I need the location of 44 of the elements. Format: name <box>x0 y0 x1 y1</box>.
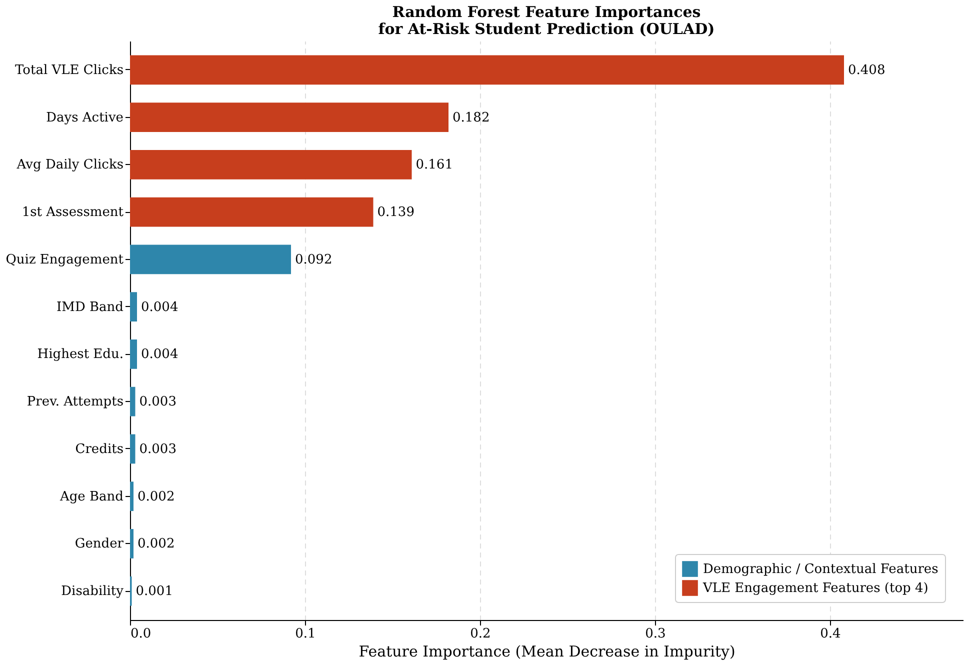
data-label: 0.004 <box>141 300 178 315</box>
x-tick-label: 0.0 <box>130 626 152 642</box>
data-label: 0.182 <box>452 110 490 126</box>
bar <box>130 434 136 464</box>
data-label: 0.002 <box>138 536 175 552</box>
x-tick-label: 0.4 <box>820 626 841 642</box>
bar <box>130 150 412 180</box>
data-label: 0.092 <box>295 252 332 268</box>
data-label: 0.161 <box>416 158 453 173</box>
y-tick-label: Quiz Engagement <box>6 252 124 268</box>
y-tick-label: Avg Daily Clicks <box>16 158 124 173</box>
y-tick-label: Days Active <box>46 110 124 126</box>
y-tick-label: IMD Band <box>56 300 124 315</box>
x-axis-title: Feature Importance (Mean Decrease in Impurity) <box>358 642 736 660</box>
bar <box>130 197 374 227</box>
x-tick-label: 0.3 <box>645 626 666 642</box>
bar <box>130 102 448 132</box>
bar <box>130 482 134 512</box>
y-tick-label: Credits <box>75 442 124 457</box>
y-tick-label: Age Band <box>58 489 124 504</box>
legend-label: VLE Engagement Features (top 4) <box>702 581 928 596</box>
x-tick-label: 0.1 <box>295 626 316 642</box>
y-tick-label: Gender <box>74 536 124 552</box>
y-tick-label: 1st Assessment <box>22 205 124 220</box>
legend-label: Demographic / Contextual Features <box>703 562 938 577</box>
data-label: 0.003 <box>139 442 176 457</box>
data-label: 0.002 <box>138 489 175 504</box>
bar <box>130 529 134 558</box>
data-label: 0.004 <box>141 347 178 362</box>
bar <box>130 55 844 85</box>
bar <box>130 386 136 416</box>
y-tick-label: Disability <box>61 584 124 600</box>
chart-title: Random Forest Feature Importances for At-Risk Student Prediction (OULAD) <box>378 3 715 38</box>
data-label: 0.408 <box>848 62 886 78</box>
y-tick-label: Total VLE Clicks <box>15 62 124 78</box>
x-tick-label: 0.2 <box>470 626 491 642</box>
data-label: 0.139 <box>377 205 414 220</box>
bar <box>130 340 137 369</box>
data-label: 0.001 <box>136 584 173 600</box>
data-label: 0.003 <box>139 394 176 410</box>
bar <box>130 244 291 274</box>
bar <box>130 292 137 322</box>
y-tick-label: Highest Edu. <box>37 347 124 362</box>
y-tick-label: Prev. Attempts <box>26 394 124 410</box>
